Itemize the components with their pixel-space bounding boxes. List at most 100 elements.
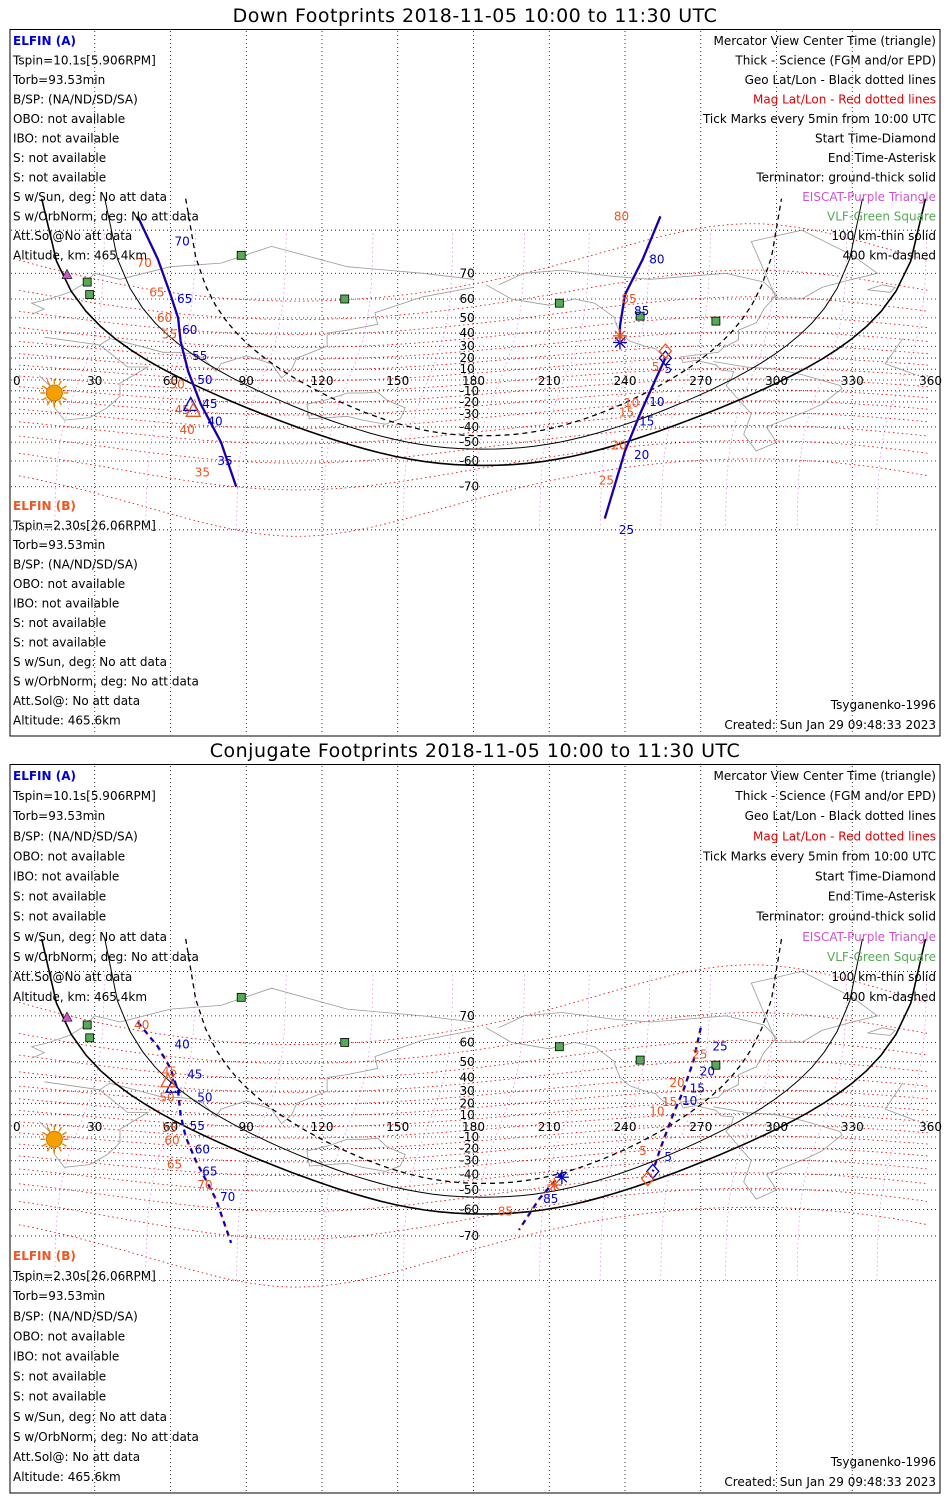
lon-tick-label: 300 <box>765 374 788 388</box>
terminator-ground <box>40 198 927 467</box>
elfin-b-info-line: Torb=93.53min <box>12 1289 105 1303</box>
mag-lat-line <box>18 1135 929 1163</box>
elfin-a-tick-label: 15 <box>690 1081 705 1095</box>
legend-entry: 100 km-thin solid <box>831 970 936 984</box>
elfin-a-tick-label: 40 <box>207 414 222 428</box>
lon-tick-label: 270 <box>689 1120 712 1134</box>
elfin-a-tick-label: 25 <box>712 1040 727 1054</box>
elfin-b-tick-label: 15 <box>619 406 634 420</box>
mag-lon-line <box>876 971 927 1281</box>
elfin-a-info-line: S: not available <box>13 171 106 185</box>
lat-tick-label: 20 <box>460 1096 475 1110</box>
elfin-a-tick-label: 45 <box>187 1068 202 1082</box>
elfin-b-tick-label: 25 <box>599 474 614 488</box>
mag-lon-line <box>402 230 454 530</box>
elfin-a-info-line: B/SP: (NA/ND/SD/SA) <box>13 829 138 843</box>
elfin-b-info-line: Att.Sol@: No att data <box>13 694 140 708</box>
lat-tick-label: -60 <box>460 1202 480 1216</box>
legend-entry: Tick Marks every 5min from 10:00 UTC <box>702 849 936 863</box>
mag-lat-line <box>18 1187 929 1240</box>
lon-tick-label: 360 <box>919 374 942 388</box>
elfin-a-info-line: OBO: not available <box>13 849 125 863</box>
elfin-b-header: ELFIN (B) <box>13 1249 76 1263</box>
center-triangle-marker <box>159 1072 177 1088</box>
coastline <box>750 229 879 300</box>
legend-entry: Mercator View Center Time (triangle) <box>714 34 936 48</box>
elfin-a-tick-label: 85 <box>634 304 649 318</box>
vlf-station-marker <box>635 311 645 321</box>
lat-tick-label: -70 <box>460 1229 480 1243</box>
mag-lat-line <box>18 1059 929 1093</box>
lat-tick-label: -10 <box>460 384 480 398</box>
vlf-station-marker <box>340 1037 350 1047</box>
elfin-b-info-line: S: not available <box>13 616 106 630</box>
elfin-b-tick-label: 60 <box>157 311 172 325</box>
elfin-a-info-line: Altitude, km: 465.4km <box>13 249 147 263</box>
elfin-b-info-line: S: not available <box>13 1370 106 1384</box>
model-label: Tsyganenko-1996 <box>830 1455 936 1469</box>
terminator-400km <box>185 198 783 437</box>
elfin-a-track <box>651 1027 702 1172</box>
lon-tick-label: 120 <box>311 374 334 388</box>
start-diamond-marker <box>658 350 673 367</box>
elfin-b-info-line: S w/Sun, deg: No att data <box>13 655 167 669</box>
elfin-a-tick-label: 60 <box>182 323 197 337</box>
elfin-a-track <box>136 1021 233 1244</box>
mag-lat-line <box>18 1146 929 1177</box>
mag-lat-line <box>18 378 929 404</box>
elfin-b-tick-label: 55 <box>162 327 177 341</box>
mag-lat-line <box>18 440 929 491</box>
legend-entry: Terminator: ground-thick solid <box>755 171 936 185</box>
coastline <box>306 391 406 425</box>
mag-lon-line <box>236 971 287 1281</box>
coastline <box>38 1081 916 1168</box>
lon-tick-label: 30 <box>87 374 102 388</box>
sun-ray <box>58 1146 62 1152</box>
elfin-b-tick-label: 50 <box>169 377 184 391</box>
mag-lat-line <box>18 367 929 393</box>
lon-tick-label: 120 <box>311 1120 334 1134</box>
elfin-a-info-line: S w/Sun, deg: No att data <box>13 930 167 944</box>
vlf-station-marker <box>236 250 246 260</box>
elfin-a-tick-label: 65 <box>202 1164 217 1178</box>
lat-tick-label: 30 <box>460 1084 475 1098</box>
elfin-a-tick-label: 55 <box>190 1119 205 1133</box>
elfin-b-tick-label: 55 <box>162 1121 177 1135</box>
eiscat-station-marker <box>61 1011 73 1022</box>
legend-entry: Thick - Science (FGM and/or EPD) <box>734 789 936 803</box>
sun-ray <box>41 1143 47 1147</box>
lon-tick-label: 180 <box>462 1120 485 1134</box>
lon-tick-label: 0 <box>13 374 21 388</box>
elfin-b-info-line: S: not available <box>13 636 106 650</box>
coastline <box>867 284 897 293</box>
coastline <box>306 1137 406 1172</box>
vlf-station-marker <box>82 1020 92 1030</box>
vlf-station-marker <box>554 1042 564 1052</box>
elfin-b-tick-label: 70 <box>197 1178 212 1192</box>
elfin-b-info-line: IBO: not available <box>13 597 119 611</box>
elfin-b-tick-label: 65 <box>167 1158 182 1172</box>
elfin-a-info-line: IBO: not available <box>13 870 119 884</box>
lon-tick-label: 330 <box>841 1120 864 1134</box>
mag-lat-line <box>18 425 929 464</box>
mag-lon-line <box>725 230 776 530</box>
lat-tick-label: -40 <box>460 1167 480 1181</box>
mag-lat-line <box>18 1172 929 1212</box>
elfin-a-info-line: OBO: not available <box>13 112 125 126</box>
mag-lon-line <box>876 230 927 530</box>
terminator-ground <box>40 938 927 1215</box>
elfin-a-info-line: IBO: not available <box>13 132 119 146</box>
elfin-a-info-line: B/SP: (NA/ND/SD/SA) <box>13 93 138 107</box>
legend-entry: Mag Lat/Lon - Red dotted lines <box>753 829 936 843</box>
sun-ray <box>61 385 67 390</box>
elfin-b-info-line: S w/OrbNorm, deg: No att data <box>13 1430 199 1444</box>
mag-lon-line <box>660 230 711 530</box>
mag-lat-line <box>18 315 929 348</box>
vlf-station-marker <box>236 992 246 1002</box>
mag-lon-line <box>323 971 374 1281</box>
elfin-b-tick-label: 60 <box>164 1133 179 1147</box>
sun-ray <box>46 400 51 406</box>
elfin-b-info-line: S: not available <box>13 1390 106 1404</box>
elfin-a-tick-label: 10 <box>649 395 664 409</box>
